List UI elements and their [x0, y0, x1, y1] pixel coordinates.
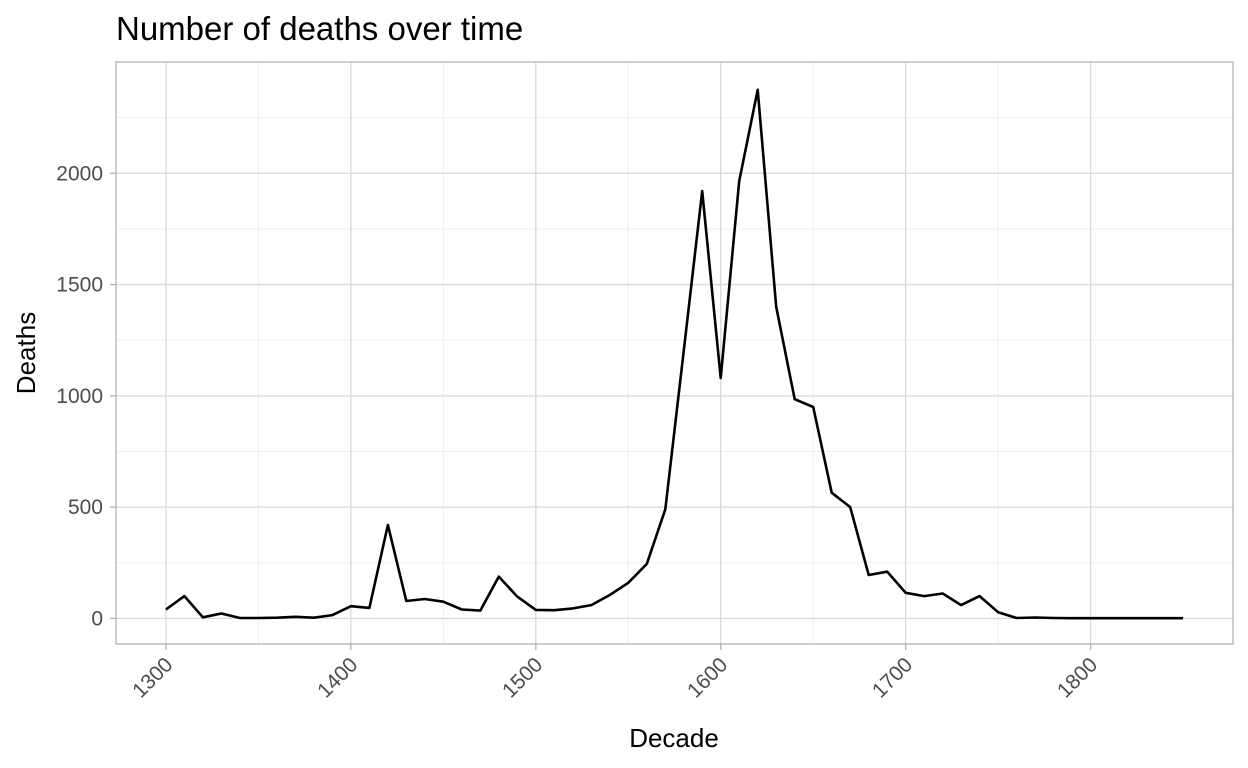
y-tick-label: 1000 [56, 385, 103, 408]
x-axis: 1300 1400 1500 1600 1700 1800 [128, 644, 1102, 703]
deaths-series-line [165, 88, 1184, 620]
x-tick-label: 1600 [683, 653, 732, 702]
x-tick-label: 1800 [1053, 653, 1102, 702]
x-tick-label: 1700 [868, 653, 917, 702]
x-tick-label: 1500 [498, 653, 547, 702]
y-tick-label: 0 [91, 607, 103, 630]
y-tick-label: 1500 [56, 274, 103, 297]
y-tick-label: 2000 [56, 162, 103, 185]
x-axis-title: Decade [629, 723, 719, 753]
x-tick-label: 1400 [313, 653, 362, 702]
grid [116, 62, 1233, 644]
y-axis-title: Deaths [11, 312, 41, 394]
y-tick-label: 500 [68, 496, 103, 519]
y-axis: 0 500 1000 1500 2000 [56, 162, 116, 630]
plot-panel-border [115, 61, 1234, 645]
series-layer [165, 88, 1184, 620]
chart-title: Number of deaths over time [116, 10, 523, 47]
x-tick-label: 1300 [128, 653, 177, 702]
